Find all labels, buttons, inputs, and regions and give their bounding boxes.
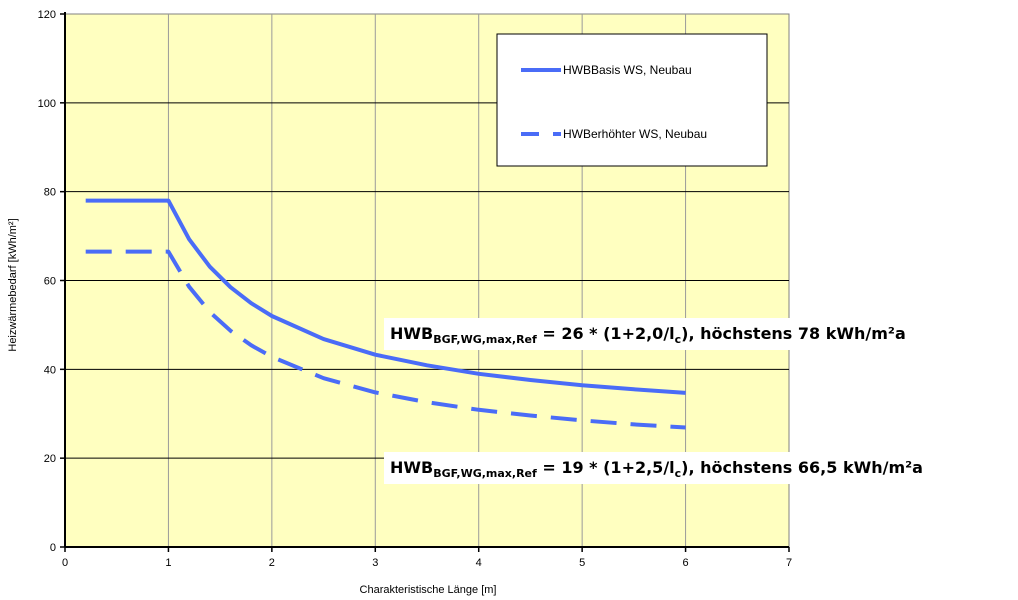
series-group xyxy=(85,198,686,430)
axes xyxy=(60,12,790,552)
x-tick-label: 7 xyxy=(786,557,792,569)
x-tick-label: 4 xyxy=(476,557,482,569)
formula-suffix: ), höchstens 66,5 kWh/m²a xyxy=(681,458,923,477)
series-line-basis xyxy=(85,198,686,395)
x-tick-label: 2 xyxy=(269,557,275,569)
formula-prefix: HWB xyxy=(390,458,434,477)
y-tick-label: 0 xyxy=(50,542,56,554)
formula-suffix: ), höchstens 78 kWh/m²a xyxy=(681,324,906,343)
formula-subscript-c: c xyxy=(674,467,682,480)
y-tick-label: 120 xyxy=(38,9,56,21)
x-tick-label: 6 xyxy=(683,557,689,569)
x-axis-title: Charakteristische Länge [m] xyxy=(360,584,497,596)
x-tick-label: 5 xyxy=(579,557,585,569)
x-tick-label: 0 xyxy=(62,557,68,569)
x-tick-label: 1 xyxy=(165,557,171,569)
legend-label-basis: HWBBasis WS, Neubau xyxy=(563,63,692,77)
series-line-erhoehter xyxy=(85,249,686,430)
y-tick-label: 40 xyxy=(44,364,56,376)
y-tick-label: 80 xyxy=(44,187,56,199)
formula-subscript: BGF,WG,max,Ref xyxy=(433,467,537,480)
formula-prefix: HWB xyxy=(390,324,434,343)
legend-box xyxy=(496,33,768,167)
formula-body: = 26 * (1+2,0/l xyxy=(536,324,675,343)
x-tick-label: 3 xyxy=(372,557,378,569)
y-tick-label: 60 xyxy=(44,276,56,288)
formula-subscript: BGF,WG,max,Ref xyxy=(433,333,537,346)
formula-subscript-c: c xyxy=(674,333,682,346)
y-axis-title: Heizwärmebedarf [kWh/m²] xyxy=(7,218,19,351)
y-tick-label: 100 xyxy=(38,98,56,110)
legend-label-erhoehter: HWBerhöhter WS, Neubau xyxy=(563,127,707,141)
tick-labels: 0 1 2 3 4 5 6 7 0 20 40 60 80 100 120 xyxy=(38,9,792,569)
legend: HWBBasis WS, Neubau HWBerhöhter WS, Neub… xyxy=(496,33,768,167)
formula-body: = 19 * (1+2,5/l xyxy=(536,458,675,477)
formula-annotation-basis: HWBBGF,WG,max,Ref = 26 * (1+2,0/lc), höc… xyxy=(384,318,912,350)
formula-annotation-erhoehter: HWBBGF,WG,max,Ref = 19 * (1+2,5/lc), höc… xyxy=(384,452,929,484)
y-tick-label: 20 xyxy=(44,453,56,465)
